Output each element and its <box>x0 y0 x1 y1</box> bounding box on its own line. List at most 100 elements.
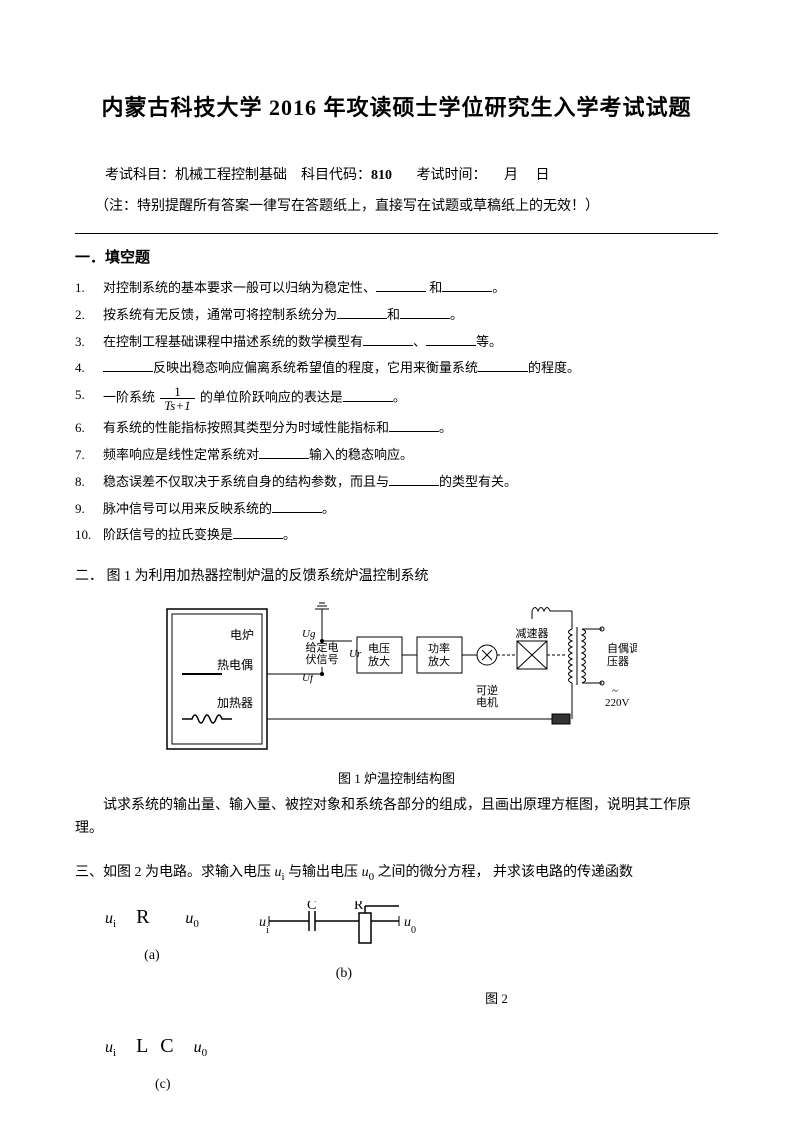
question-text: 稳态误差不仅取决于系统自身的结构参数，而且与的类型有关。 <box>103 472 718 493</box>
label-pamp1: 功率 <box>428 641 450 655</box>
fill-blank <box>400 306 450 319</box>
question-item: 8.稳态误差不仅取决于系统自身的结构参数，而且与的类型有关。 <box>75 472 718 493</box>
diagram-figure1: 电炉 热电偶 加热器 Ug 给定电 伏信号 Ur Uf <box>75 599 718 759</box>
label-vamp2: 放大 <box>368 654 390 668</box>
question-item: 10.阶跃信号的拉氏变换是。 <box>75 525 718 546</box>
question-text: 频率响应是线性定常系统对输入的稳态响应。 <box>103 445 718 466</box>
question-text: 一阶系统 1Ts+1 的单位阶跃响应的表达是。 <box>103 385 718 412</box>
label-reg1: 自偶调 <box>607 642 637 655</box>
question-text: 有系统的性能指标按照其类型分为时域性能指标和。 <box>103 418 718 439</box>
question-number: 10. <box>75 525 103 546</box>
label-ug: Ug <box>302 628 316 640</box>
page-title: 内蒙古科技大学 2016 年攻读硕士学位研究生入学考试试题 <box>75 90 718 125</box>
question-item: 4.反映出稳态响应偏离系统希望值的程度，它用来衡量系统的程度。 <box>75 358 718 379</box>
fill-blank <box>337 306 387 319</box>
question-number: 3. <box>75 332 103 353</box>
subject-value: 机械工程控制基础 <box>175 168 287 183</box>
circuits-row: ui R u0 (a) u i C R u 0 <box>75 901 718 985</box>
question-list: 1.对控制系统的基本要求一般可以归纳为稳定性、 和。2.按系统有无反馈，通常可将… <box>75 278 718 546</box>
s2-prefix: 二． <box>75 569 103 584</box>
label-thermocouple: 热电偶 <box>217 658 253 672</box>
circuit-a-label: (a) <box>105 945 199 967</box>
s2-text: 图 1 为利用加热器控制炉温的反馈系统炉温控制系统 <box>107 569 429 584</box>
svg-text:C: C <box>307 901 316 913</box>
svg-text:0: 0 <box>411 925 416 936</box>
circuit-b-label: (b) <box>259 963 429 985</box>
question-text: 按系统有无反馈，通常可将控制系统分为和。 <box>103 305 718 326</box>
question-number: 2. <box>75 305 103 326</box>
question-item: 1.对控制系统的基本要求一般可以归纳为稳定性、 和。 <box>75 278 718 299</box>
question-text: 阶跃信号的拉氏变换是。 <box>103 525 718 546</box>
fill-blank <box>233 526 283 539</box>
s3-t2: 与输出电压 <box>285 865 362 880</box>
section2: 二． 图 1 为利用加热器控制炉温的反馈系统炉温控制系统 电炉 热电偶 加热器 … <box>75 566 718 840</box>
circuit-c: ui L C u0 (c) <box>75 1030 718 1097</box>
fill-blank <box>376 279 426 292</box>
question-number: 1. <box>75 278 103 299</box>
svg-text:R: R <box>354 901 364 913</box>
label-reducer: 减速器 <box>515 627 548 640</box>
code-label: 科目代码： <box>301 168 371 183</box>
fill-blank <box>272 500 322 513</box>
fig1-caption: 图 1 炉温控制结构图 <box>75 769 718 790</box>
s3-t4: 之间的微分方程， 并求该电路的传递函数 <box>374 865 633 880</box>
fill-blank <box>103 359 153 372</box>
time-label: 考试时间： <box>417 168 487 183</box>
label-pamp2: 放大 <box>428 654 450 668</box>
day-label: 日 <box>536 168 550 183</box>
label-volt1: ~ <box>612 685 618 697</box>
fraction: 1Ts+1 <box>160 385 194 412</box>
question-number: 6. <box>75 418 103 439</box>
question-text: 在控制工程基础课程中描述系统的数学模型有、等。 <box>103 332 718 353</box>
fill-blank <box>343 389 393 402</box>
circuit-b: u i C R u 0 (b) <box>259 901 429 985</box>
divider-line <box>75 233 718 234</box>
question-item: 2.按系统有无反馈，通常可将控制系统分为和。 <box>75 305 718 326</box>
svg-text:u: u <box>259 915 266 930</box>
fill-blank <box>478 359 528 372</box>
label-ur: Ur <box>349 648 362 660</box>
label-vamp1: 电压 <box>368 642 390 655</box>
fill-blank <box>442 279 492 292</box>
label-motor2: 电机 <box>476 695 498 709</box>
label-heater: 加热器 <box>217 696 253 710</box>
section1-title: 一．填空题 <box>75 246 718 270</box>
question-item: 6.有系统的性能指标按照其类型分为时域性能指标和。 <box>75 418 718 439</box>
section2-question: 试求系统的输出量、输入量、被控对象和系统各部分的组成，且画出原理方框图，说明其工… <box>75 795 718 840</box>
fill-blank <box>426 333 476 346</box>
question-number: 9. <box>75 499 103 520</box>
question-text: 脉冲信号可以用来反映系统的。 <box>103 499 718 520</box>
s3-prefix: 三、 <box>75 865 103 880</box>
question-item: 9.脉冲信号可以用来反映系统的。 <box>75 499 718 520</box>
code-value: 810 <box>371 168 392 183</box>
svg-text:u: u <box>404 915 411 930</box>
question-number: 8. <box>75 472 103 493</box>
label-motor1: 可逆 <box>476 683 498 697</box>
section3-title: 三、如图 2 为电路。求输入电压 ui 与输出电压 u0 之间的微分方程， 并求… <box>75 862 718 886</box>
exam-info-line: 考试科目：机械工程控制基础 科目代码：810 考试时间： 月 日 <box>75 165 718 187</box>
question-number: 4. <box>75 358 103 379</box>
section2-title: 二． 图 1 为利用加热器控制炉温的反馈系统炉温控制系统 <box>75 566 718 588</box>
fill-blank <box>389 419 439 432</box>
question-item: 3.在控制工程基础课程中描述系统的数学模型有、等。 <box>75 332 718 353</box>
label-reg2: 压器 <box>607 655 629 668</box>
fill-blank <box>389 473 439 486</box>
svg-text:i: i <box>266 925 269 936</box>
circuit-c-label: (c) <box>105 1074 718 1096</box>
label-given2: 伏信号 <box>305 652 338 666</box>
fig2-caption: 图 2 <box>75 989 718 1010</box>
subject-label: 考试科目： <box>105 168 175 183</box>
fill-blank <box>363 333 413 346</box>
question-text: 对控制系统的基本要求一般可以归纳为稳定性、 和。 <box>103 278 718 299</box>
exam-note: （注：特别提醒所有答案一律写在答题纸上，直接写在试题或草稿纸上的无效！） <box>75 196 718 218</box>
question-item: 5.一阶系统 1Ts+1 的单位阶跃响应的表达是。 <box>75 385 718 412</box>
section3: 三、如图 2 为电路。求输入电压 ui 与输出电压 u0 之间的微分方程， 并求… <box>75 862 718 1097</box>
label-furnace: 电炉 <box>229 628 253 642</box>
fill-blank <box>259 446 309 459</box>
month-label: 月 <box>504 168 518 183</box>
label-volt2: 220V <box>605 697 630 709</box>
circuit-a: ui R u0 (a) <box>105 901 199 968</box>
s3-t0: 如图 2 为电路。求输入电压 <box>103 865 275 880</box>
question-item: 7.频率响应是线性定常系统对输入的稳态响应。 <box>75 445 718 466</box>
question-number: 7. <box>75 445 103 466</box>
